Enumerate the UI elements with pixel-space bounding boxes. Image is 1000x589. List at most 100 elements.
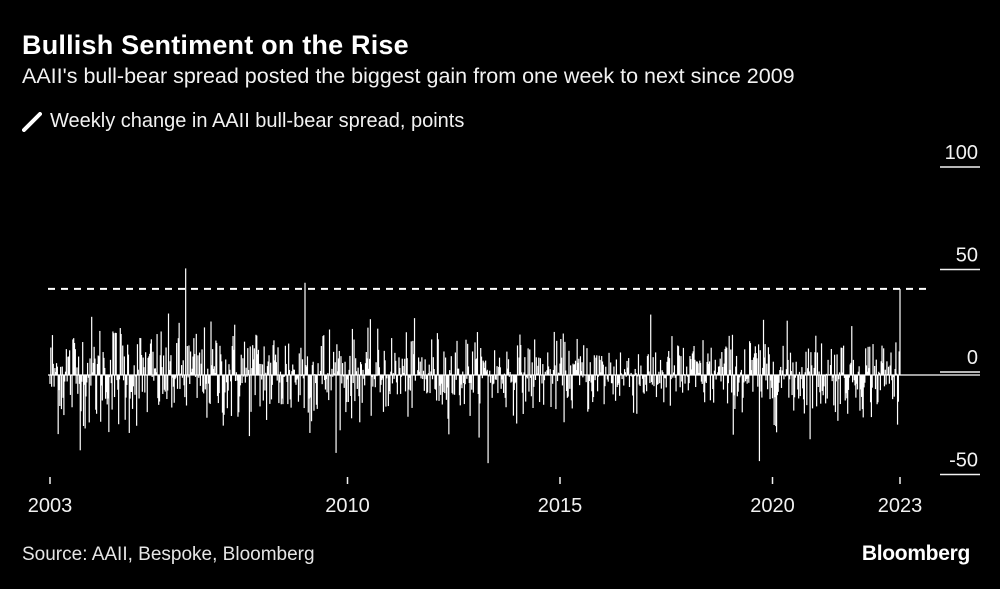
bar [610, 375, 613, 384]
bar [60, 366, 62, 375]
bar [630, 372, 632, 375]
bar [821, 375, 823, 391]
bar [722, 366, 724, 375]
bar [688, 375, 690, 384]
bar [60, 375, 63, 410]
bar [65, 349, 67, 375]
bar [866, 371, 868, 375]
bar [766, 375, 769, 390]
bar [729, 369, 731, 375]
bar [840, 347, 842, 375]
bar [147, 357, 149, 375]
bar [813, 367, 815, 375]
bar [596, 355, 598, 375]
bar [800, 375, 802, 380]
bar [237, 375, 239, 417]
bar [498, 366, 500, 375]
bar [664, 375, 667, 379]
bar [322, 336, 324, 375]
bar [335, 375, 337, 453]
bar [75, 375, 77, 384]
bar [278, 375, 280, 404]
bar [843, 345, 845, 375]
bar [352, 375, 354, 384]
bar [444, 357, 447, 375]
bar [667, 356, 669, 375]
bar [823, 375, 825, 387]
bar [615, 359, 617, 375]
bar [211, 365, 213, 375]
bar [317, 363, 319, 375]
bar [612, 375, 614, 395]
bar [758, 375, 761, 462]
bar [526, 375, 528, 379]
bar [156, 334, 158, 375]
bar [601, 361, 604, 375]
bar [704, 375, 706, 403]
bar [758, 344, 760, 375]
bar [681, 375, 684, 393]
bar [94, 358, 96, 375]
bar [611, 375, 613, 384]
bar [196, 375, 198, 398]
bar [406, 358, 408, 375]
bar [450, 356, 452, 375]
bar [683, 374, 685, 375]
bar [547, 366, 550, 375]
bar [223, 375, 225, 415]
bar [777, 375, 779, 392]
bar [178, 322, 180, 375]
bar [477, 375, 479, 394]
bar [871, 375, 873, 388]
bar [337, 358, 340, 375]
x-tick-label: 2010 [325, 495, 370, 517]
bar [712, 375, 714, 390]
bar [181, 375, 184, 378]
bar [204, 375, 206, 390]
bar [671, 336, 673, 375]
bar [822, 375, 824, 396]
bar [427, 373, 430, 375]
bar [310, 375, 312, 398]
bar [74, 349, 76, 375]
bar [431, 339, 433, 375]
bar [95, 375, 98, 414]
bar [481, 375, 483, 379]
bar [878, 371, 880, 375]
bar [701, 375, 703, 384]
bar [571, 375, 573, 409]
bar [145, 352, 147, 375]
bar [243, 341, 246, 375]
bar [451, 375, 453, 393]
legend-label: Weekly change in AAII bull-bear spread, … [50, 110, 465, 132]
bar [744, 349, 746, 375]
bar [878, 372, 881, 375]
bar [879, 375, 881, 391]
bar [174, 375, 176, 380]
bar [61, 366, 63, 375]
bar [538, 357, 540, 375]
bar [275, 362, 277, 375]
bar [793, 375, 796, 398]
bar [254, 375, 256, 396]
bar [386, 375, 389, 376]
bar [605, 366, 607, 375]
bar [745, 375, 747, 380]
bar [97, 355, 99, 375]
bar [598, 355, 600, 375]
bar [343, 375, 345, 388]
bar [628, 358, 630, 375]
bar [881, 345, 883, 375]
bar [115, 332, 117, 375]
bar [258, 363, 260, 375]
bar [490, 375, 492, 376]
bar [293, 369, 295, 375]
bar [300, 347, 302, 375]
bar [725, 346, 727, 375]
bar [197, 355, 199, 375]
bar [740, 369, 743, 375]
bar [362, 369, 364, 375]
bar [516, 375, 518, 424]
bar [418, 371, 421, 375]
bar [306, 356, 309, 375]
